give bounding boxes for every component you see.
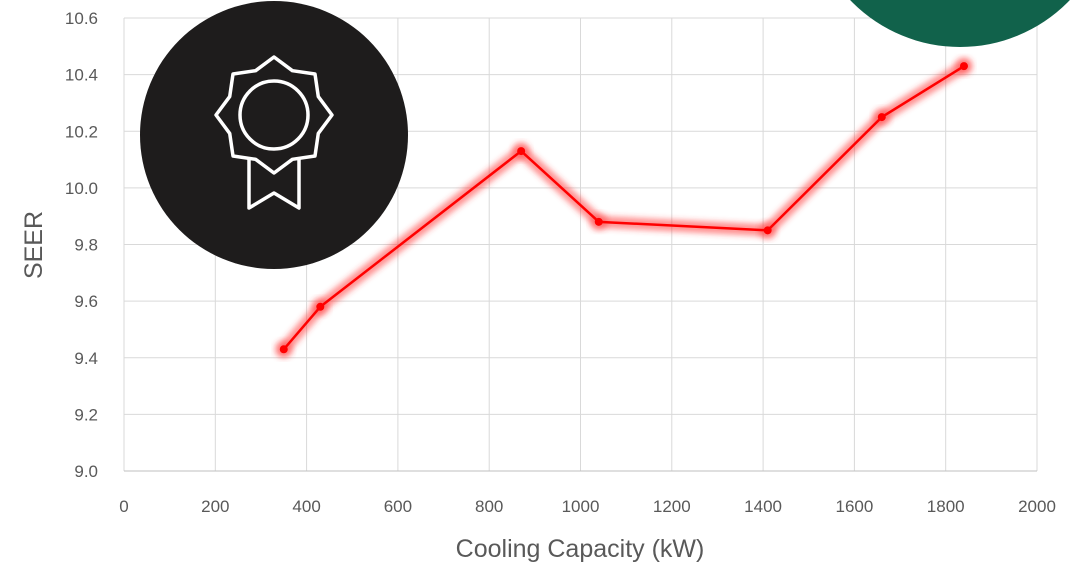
corner-circle [850, 0, 1070, 47]
y-tick-label: 9.2 [74, 405, 98, 424]
data-point [877, 113, 886, 122]
data-point [763, 226, 772, 235]
x-tick-label: 1800 [927, 497, 965, 516]
x-tick-label: 0 [119, 497, 128, 516]
x-tick-label: 1000 [562, 497, 600, 516]
x-tick-label: 600 [384, 497, 412, 516]
y-tick-label: 9.8 [74, 236, 98, 255]
y-axis-title: SEER [20, 211, 48, 279]
x-tick-label: 2000 [1018, 497, 1056, 516]
y-tick-label: 10.6 [65, 9, 98, 28]
data-point [279, 345, 288, 354]
x-tick-label: 1600 [835, 497, 873, 516]
badge-circle [140, 1, 408, 269]
x-tick-label: 1200 [653, 497, 691, 516]
data-point [316, 302, 325, 311]
data-point [959, 62, 968, 71]
badge [140, 1, 408, 269]
x-tick-labels: 0 200 400 600 800 1000 1200 1400 1600 1800 2000 [119, 497, 1056, 516]
x-tick-label: 800 [475, 497, 503, 516]
y-tick-labels: 9.0 9.2 9.4 9.6 9.8 10.0 10.2 10.4 10.6 [65, 9, 98, 481]
y-tick-label: 9.6 [74, 292, 98, 311]
x-axis-title: Cooling Capacity (kW) [456, 535, 705, 563]
data-point [517, 147, 526, 156]
series-points [279, 62, 968, 354]
y-tick-label: 9.0 [74, 462, 98, 481]
y-tick-label: 10.4 [65, 66, 98, 85]
award-ribbon-icon [214, 55, 334, 210]
y-tick-label: 10.2 [65, 122, 98, 141]
data-point [594, 217, 603, 226]
x-tick-label: 400 [292, 497, 320, 516]
x-tick-label: 200 [201, 497, 229, 516]
y-tick-label: 9.4 [74, 349, 98, 368]
y-tick-label: 10.0 [65, 179, 98, 198]
x-tick-label: 1400 [744, 497, 782, 516]
